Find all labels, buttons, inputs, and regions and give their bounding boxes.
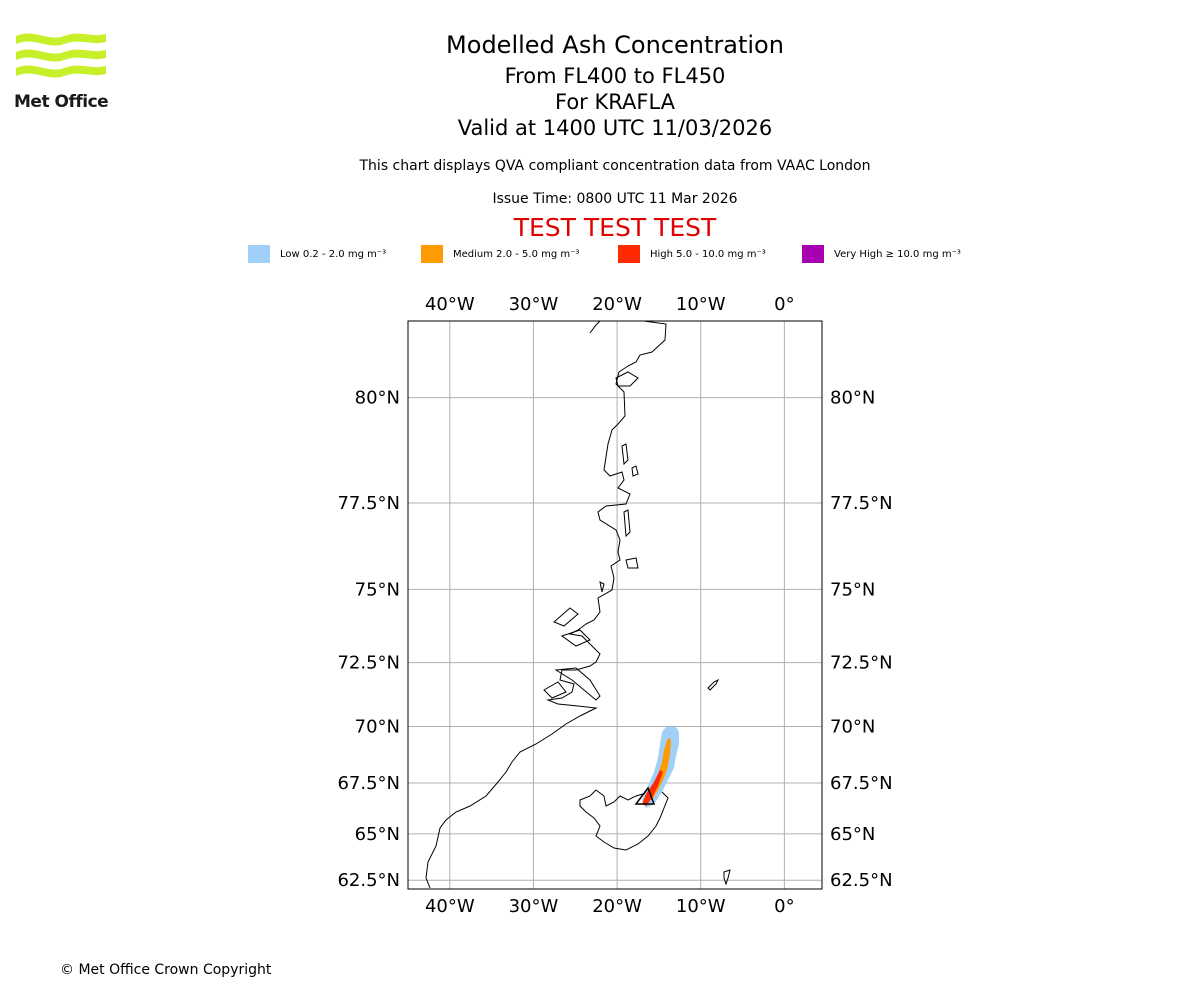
legend-item-very-high: Very High ≥ 10.0 mg m⁻³: [802, 244, 961, 264]
issue-time: Issue Time: 0800 UTC 11 Mar 2026: [492, 191, 738, 207]
lat-label-right: 80°N: [830, 388, 875, 409]
brand-name: Met Office: [14, 92, 109, 112]
flight-level-range: From FL400 to FL450: [504, 64, 726, 88]
lon-label-bottom: 10°W: [676, 896, 726, 917]
lon-label-top: 40°W: [425, 294, 475, 315]
lon-label-top: 30°W: [509, 294, 559, 315]
map-axis-labels: 40°W 40°W 30°W 30°W 20°W 20°W 10°W 10°W 0° 0° 80°N…: [337, 294, 892, 917]
lon-label-top: 10°W: [676, 294, 726, 315]
legend-item-low: Low 0.2 - 2.0 mg m⁻³: [248, 244, 386, 264]
legend-swatch-low: [248, 245, 270, 263]
chart-title: Modelled Ash Concentration: [446, 31, 784, 59]
ash-cloud: [634, 727, 679, 808]
faroe-islands: [723, 869, 731, 886]
concentration-legend: Low 0.2 - 2.0 mg m⁻³ Medium 2.0 - 5.0 mg…: [0, 244, 1200, 266]
ash-high-area: [642, 770, 663, 806]
test-banner: TEST TEST TEST: [513, 213, 717, 242]
map-frame: [407, 320, 823, 890]
lat-label-left: 70°N: [355, 716, 400, 737]
volcano-name: For KRAFLA: [555, 90, 675, 114]
lat-label-left: 65°N: [355, 824, 400, 845]
island-6: [599, 581, 605, 593]
legend-label-very-high: Very High ≥ 10.0 mg m⁻³: [834, 248, 961, 260]
met-office-wave-icon: [16, 33, 106, 78]
lat-label-left: 77.5°N: [337, 493, 400, 514]
legend-label-high: High 5.0 - 10.0 mg m⁻³: [650, 248, 766, 260]
jan-mayen: [707, 678, 720, 691]
lat-label-left: 75°N: [355, 579, 400, 600]
greenland-fjord-1: [553, 607, 579, 627]
lat-label-right: 70°N: [830, 716, 875, 737]
lat-label-right: 75°N: [830, 579, 875, 600]
lon-label-bottom: 40°W: [425, 896, 475, 917]
island-4: [623, 509, 631, 538]
island-1: [615, 371, 639, 387]
legend-label-medium: Medium 2.0 - 5.0 mg m⁻³: [453, 248, 580, 260]
legend-swatch-very-high: [802, 245, 824, 263]
lat-label-right: 62.5°N: [830, 870, 893, 891]
island-5: [625, 557, 639, 569]
legend-item-high: High 5.0 - 10.0 mg m⁻³: [618, 244, 766, 264]
map-gridlines: [408, 321, 822, 889]
legend-swatch-medium: [421, 245, 443, 263]
lat-label-left: 67.5°N: [337, 773, 400, 794]
lat-label-left: 80°N: [355, 388, 400, 409]
island-3: [631, 465, 639, 477]
greenland-fjord-3: [554, 667, 601, 701]
lon-label-bottom: 20°W: [592, 896, 642, 917]
legend-label-low: Low 0.2 - 2.0 mg m⁻³: [280, 248, 387, 260]
island-2: [621, 443, 629, 466]
lon-label-top: 20°W: [592, 294, 642, 315]
valid-time: Valid at 1400 UTC 11/03/2026: [457, 116, 773, 140]
coastlines: [425, 321, 731, 889]
iceland-coastline: [579, 785, 669, 851]
lon-label-bottom: 0°: [774, 896, 794, 917]
lat-label-right: 67.5°N: [830, 773, 893, 794]
lat-label-right: 65°N: [830, 824, 875, 845]
lon-label-bottom: 30°W: [509, 896, 559, 917]
chart-subtitle: This chart displays QVA compliant concen…: [359, 158, 871, 174]
copyright-notice: © Met Office Crown Copyright: [60, 962, 272, 978]
lat-label-right: 72.5°N: [830, 653, 893, 674]
greenland-fjord-4: [543, 681, 567, 699]
legend-swatch-high: [618, 245, 640, 263]
greenland-fjord-2: [560, 629, 591, 647]
legend-item-medium: Medium 2.0 - 5.0 mg m⁻³: [421, 244, 579, 264]
lat-label-left: 62.5°N: [337, 870, 400, 891]
met-office-logo: Met Office: [14, 30, 110, 114]
lat-label-left: 72.5°N: [337, 653, 400, 674]
greenland-coastline: [425, 321, 667, 889]
lon-label-top: 0°: [774, 294, 794, 315]
lat-label-right: 77.5°N: [830, 493, 893, 514]
krafla-volcano-marker: [634, 786, 656, 805]
